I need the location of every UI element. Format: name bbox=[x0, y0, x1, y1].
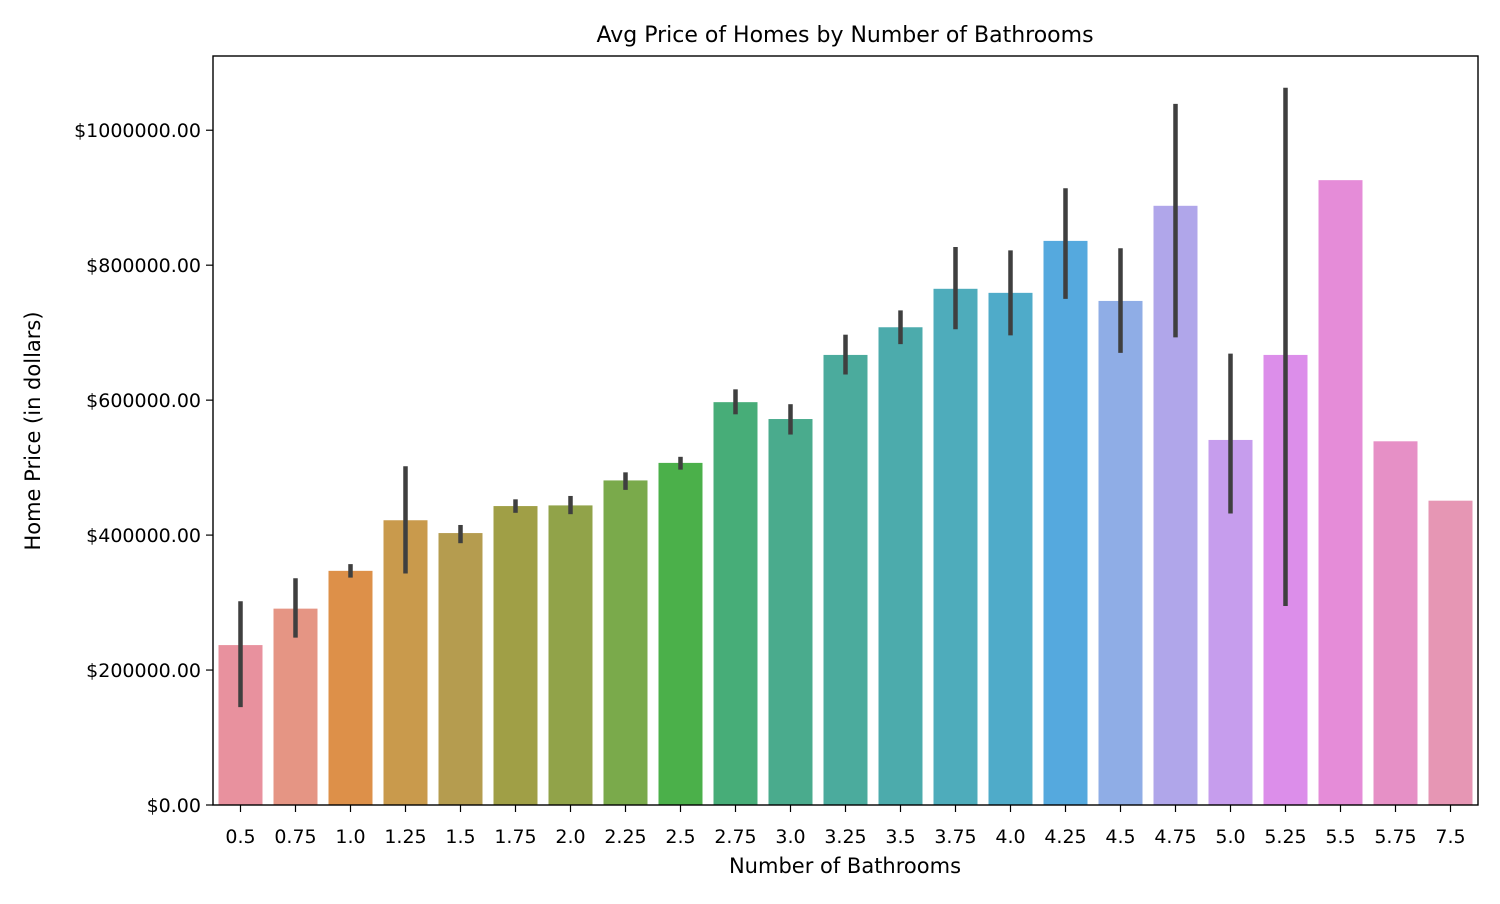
x-tick-label: 0.75 bbox=[274, 826, 316, 848]
y-tick-label: $200000.00 bbox=[86, 660, 201, 682]
bar-4.5 bbox=[1098, 300, 1143, 805]
bar-1.75 bbox=[493, 506, 538, 805]
x-tick-label: 4.25 bbox=[1044, 826, 1086, 848]
x-tick-label: 2.5 bbox=[665, 826, 695, 848]
bar-2.25 bbox=[603, 480, 648, 805]
x-tick-label: 3.25 bbox=[824, 826, 866, 848]
x-tick-label: 1.75 bbox=[494, 826, 536, 848]
y-tick-label: $400000.00 bbox=[86, 525, 201, 547]
bars-layer bbox=[218, 180, 1473, 806]
x-tick-label: 7.5 bbox=[1435, 826, 1465, 848]
bar-5.75 bbox=[1373, 441, 1418, 805]
bar-3.25 bbox=[823, 354, 868, 805]
bar-3.5 bbox=[878, 327, 923, 805]
bar-5.5 bbox=[1318, 180, 1363, 805]
error-bars-layer bbox=[238, 87, 1288, 708]
bar-2.5 bbox=[658, 462, 703, 805]
bar-2.0 bbox=[548, 505, 593, 805]
x-tick-label: 5.25 bbox=[1264, 826, 1306, 848]
bar-2.75 bbox=[713, 402, 758, 805]
x-tick-label: 4.5 bbox=[1105, 826, 1135, 848]
bar-4.0 bbox=[988, 292, 1033, 806]
x-tick-label: 3.5 bbox=[885, 826, 915, 848]
x-tick-label: 3.0 bbox=[775, 826, 805, 848]
x-tick-label: 4.0 bbox=[995, 826, 1025, 848]
bar-1.0 bbox=[328, 570, 373, 805]
x-tick-label: 0.5 bbox=[225, 826, 255, 848]
bar-3.75 bbox=[933, 288, 978, 805]
x-tick-label: 5.75 bbox=[1374, 826, 1416, 848]
x-tick-label: 1.0 bbox=[335, 826, 365, 848]
x-tick-label: 2.75 bbox=[714, 826, 756, 848]
y-tick-label: $600000.00 bbox=[86, 390, 201, 412]
bar-3.0 bbox=[768, 419, 813, 805]
plot-frame bbox=[212, 55, 1479, 806]
y-axis-title: Home Price (in dollars) bbox=[21, 311, 45, 550]
y-tick-label: $0.00 bbox=[147, 795, 201, 817]
x-axis-title: Number of Bathrooms bbox=[729, 854, 961, 878]
x-tick-label: 4.75 bbox=[1154, 826, 1196, 848]
bar-1.5 bbox=[438, 533, 483, 805]
bar-0.75 bbox=[273, 608, 318, 805]
x-tick-label: 2.25 bbox=[604, 826, 646, 848]
x-tick-label: 3.75 bbox=[934, 826, 976, 848]
x-tick-label: 1.25 bbox=[384, 826, 426, 848]
y-tick-label: $1000000.00 bbox=[74, 120, 201, 142]
x-tick-label: 5.0 bbox=[1215, 826, 1245, 848]
y-tick-label: $800000.00 bbox=[86, 255, 201, 277]
x-tick-label: 1.5 bbox=[445, 826, 475, 848]
chart-title: Avg Price of Homes by Number of Bathroom… bbox=[596, 23, 1093, 48]
bar-7.5 bbox=[1428, 500, 1473, 805]
bar-4.25 bbox=[1043, 240, 1088, 805]
x-tick-label: 2.0 bbox=[555, 826, 585, 848]
x-tick-label: 5.5 bbox=[1325, 826, 1355, 848]
axes-layer: 0.5 0.75 1.0 1.25 1.5 1.75 2.0 2.25 2.5 2.75 3.0 3.… bbox=[74, 55, 1479, 848]
